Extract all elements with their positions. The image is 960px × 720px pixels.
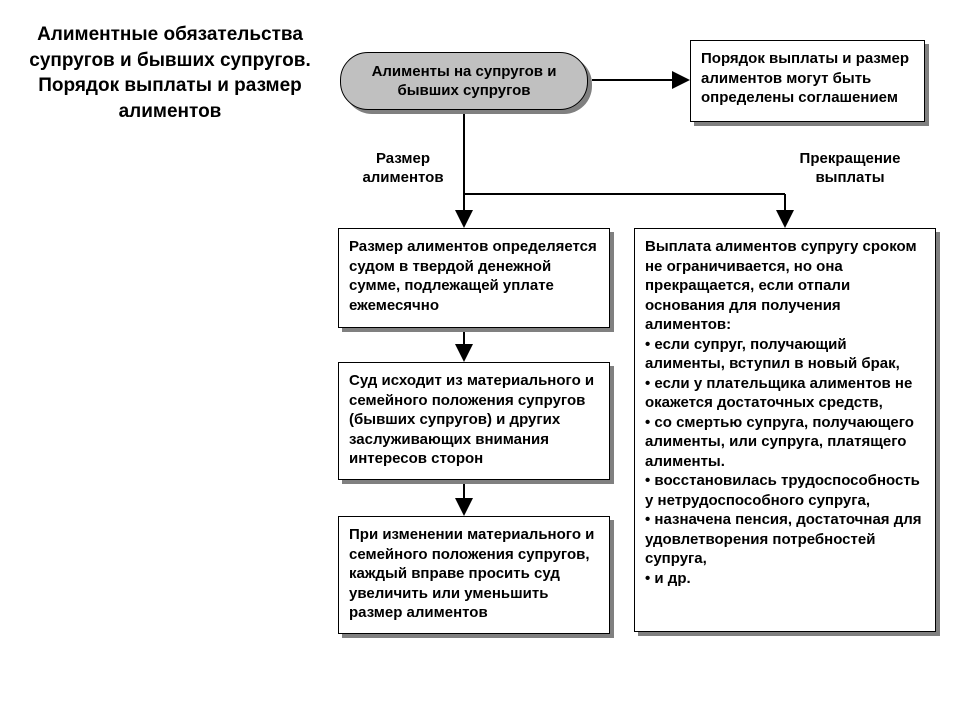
node-box-size1: Размер алиментов определяется судом в тв… — [338, 228, 610, 328]
node-box-stop: Выплата алиментов супругу сроком не огра… — [634, 228, 936, 632]
diagram-title: Алиментные обязательства супругов и бывш… — [20, 22, 320, 125]
node-box-order: Порядок выплаты и размер алиментов могут… — [690, 40, 925, 122]
node-oval-main: Алименты на супругов и бывших супругов — [340, 52, 588, 110]
node-box-size3: При изменении материального и семейного … — [338, 516, 610, 634]
node-box-size2: Суд исходит из материального и семейного… — [338, 362, 610, 480]
label-stop: Прекращение выплаты — [780, 150, 920, 188]
label-size: Размер алиментов — [348, 150, 458, 188]
